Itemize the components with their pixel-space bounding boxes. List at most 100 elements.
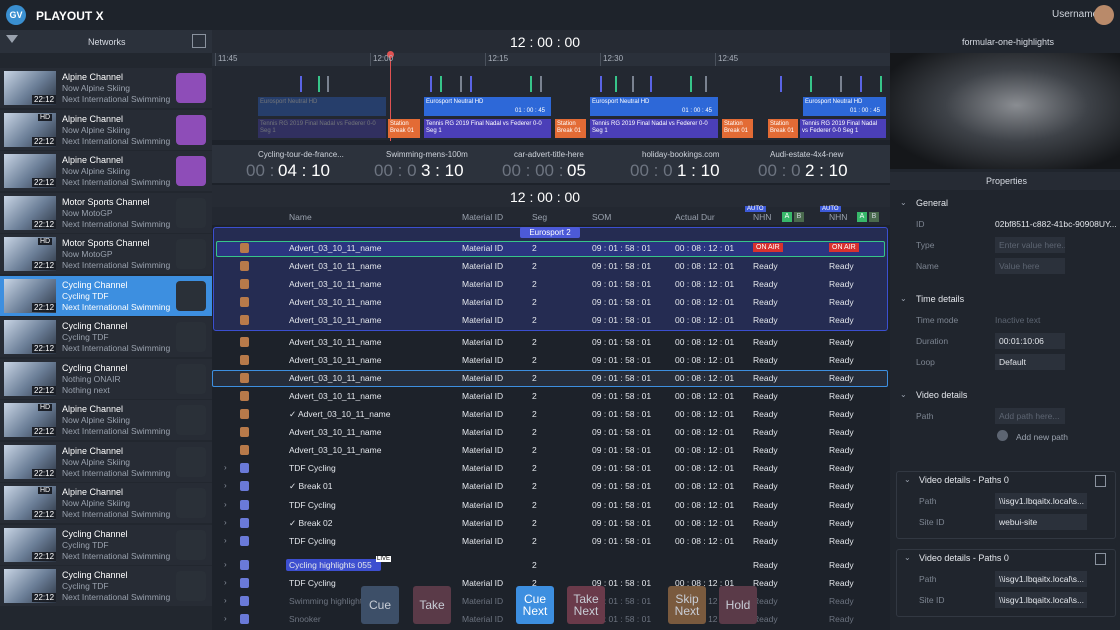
cell[interactable]: Ready <box>829 500 854 510</box>
cell[interactable]: Cycling highlights 055 <box>289 560 372 570</box>
cell[interactable]: 09 : 01 : 58 : 01 <box>592 614 652 624</box>
cell[interactable]: Ready <box>753 463 778 473</box>
cell[interactable]: 09 : 01 : 58 : 01 <box>592 596 652 606</box>
cell[interactable]: Ready <box>753 518 778 528</box>
cell[interactable]: 2 <box>532 578 537 588</box>
cell[interactable]: 2 <box>532 445 537 455</box>
cell[interactable]: 00 : 08 : 12 : 01 <box>675 261 735 271</box>
collapse-button[interactable] <box>192 34 206 48</box>
cell[interactable]: 09 : 01 : 58 : 01 <box>592 315 652 325</box>
cell[interactable]: Ready <box>829 481 854 491</box>
cell[interactable]: 09 : 01 : 58 : 01 <box>592 391 652 401</box>
field-value[interactable]: Enter value here... <box>995 237 1065 253</box>
cell[interactable]: 2 <box>532 297 537 307</box>
timeline-block[interactable]: Tennis RG 2019 Final Nadal vs Federer 0-… <box>800 119 886 138</box>
field-value[interactable]: Add path here... <box>995 408 1065 424</box>
cell[interactable]: Ready <box>753 373 778 383</box>
cell[interactable]: 2 <box>532 536 537 546</box>
control-button[interactable]: Hold <box>719 586 757 624</box>
field-value[interactable]: \\isgv1.lbqaitx.local\s... <box>995 571 1087 587</box>
cell[interactable]: Material ID <box>462 614 504 624</box>
cell[interactable]: Ready <box>753 536 778 546</box>
cell[interactable]: Advert_03_10_11_name <box>289 445 382 455</box>
cell[interactable]: 00 : 08 : 12 : 01 <box>675 373 735 383</box>
cell[interactable]: Advert_03_10_11_name <box>289 373 382 383</box>
cell[interactable]: Material ID <box>462 279 504 289</box>
control-button[interactable]: Cue Next <box>516 586 554 624</box>
timeline-block[interactable]: Station Break 01 <box>722 119 753 138</box>
cell[interactable]: 09 : 01 : 58 : 01 <box>592 337 652 347</box>
cell[interactable]: Ready <box>829 536 854 546</box>
cell[interactable]: Ready <box>753 481 778 491</box>
cell[interactable]: 2 <box>532 500 537 510</box>
field-value[interactable]: \\isgv1.lbqaitx.local\s... <box>995 592 1087 608</box>
cell[interactable]: Ready <box>829 355 854 365</box>
cell[interactable]: 09 : 01 : 58 : 01 <box>592 243 652 253</box>
cell[interactable]: Advert_03_10_11_name <box>289 261 382 271</box>
filter-icon[interactable] <box>6 35 18 43</box>
cell[interactable]: 2 <box>532 337 537 347</box>
cell[interactable]: Ready <box>753 355 778 365</box>
cell[interactable]: 2 <box>532 463 537 473</box>
cell[interactable]: Ready <box>753 445 778 455</box>
cell[interactable]: ✓ Advert_03_10_11_name <box>289 409 391 419</box>
cell[interactable]: 09 : 01 : 58 : 01 <box>592 409 652 419</box>
cell[interactable]: Ready <box>753 596 778 606</box>
field-value[interactable]: 00:01:10:06 <box>995 333 1065 349</box>
cell[interactable]: Ready <box>829 560 854 570</box>
cell[interactable]: Ready <box>753 337 778 347</box>
cell[interactable]: 2 <box>532 560 537 570</box>
cell[interactable]: 2 <box>532 243 537 253</box>
cell[interactable]: 00 : 08 : 12 : 01 <box>675 427 735 437</box>
cell[interactable]: Ready <box>753 500 778 510</box>
cell[interactable]: Material ID <box>462 355 504 365</box>
cell[interactable]: ON AIR <box>753 243 783 252</box>
cell[interactable]: Material ID <box>462 500 504 510</box>
cell[interactable]: 00 : 08 : 12 : 01 <box>675 481 735 491</box>
timeline-block[interactable]: Station Break 01 <box>768 119 798 138</box>
timeline-block[interactable]: Tennis RG 2019 Final Nadal vs Federer 0-… <box>258 119 386 138</box>
cell[interactable]: Material ID <box>462 315 504 325</box>
cell[interactable]: Material ID <box>462 337 504 347</box>
cell[interactable]: 09 : 01 : 58 : 01 <box>592 536 652 546</box>
cell[interactable]: TDF Cycling <box>289 500 336 510</box>
cell[interactable]: 09 : 01 : 58 : 01 <box>592 518 652 528</box>
username[interactable]: Username <box>1052 9 1099 20</box>
cell[interactable]: 09 : 01 : 58 : 01 <box>592 578 652 588</box>
cell[interactable]: Swimming highlights <box>289 596 367 606</box>
cell[interactable]: Ready <box>829 373 854 383</box>
cell[interactable]: Ready <box>753 297 778 307</box>
selected-row[interactable] <box>212 370 888 387</box>
cell[interactable]: Material ID <box>462 445 504 455</box>
timeline-block[interactable]: Eurosport Neutral HD <box>803 97 886 116</box>
cell[interactable]: 00 : 08 : 12 : 01 <box>675 409 735 419</box>
cell[interactable]: Ready <box>829 409 854 419</box>
cell[interactable]: 00 : 08 : 12 : 01 <box>675 297 735 307</box>
cell[interactable]: 09 : 01 : 58 : 01 <box>592 463 652 473</box>
cell[interactable]: ON AIR <box>829 243 859 252</box>
cell[interactable]: Advert_03_10_11_name <box>289 391 382 401</box>
cell[interactable]: 00 : 08 : 12 : 01 <box>675 518 735 528</box>
cell[interactable]: Material ID <box>462 481 504 491</box>
cell[interactable]: Advert_03_10_11_name <box>289 279 382 289</box>
cell[interactable]: 09 : 01 : 58 : 01 <box>592 445 652 455</box>
cell[interactable]: Material ID <box>462 409 504 419</box>
cell[interactable]: Advert_03_10_11_name <box>289 337 382 347</box>
cell[interactable]: Ready <box>829 427 854 437</box>
cell[interactable]: 2 <box>532 373 537 383</box>
cell[interactable]: Material ID <box>462 373 504 383</box>
a-badge[interactable]: A <box>782 212 792 222</box>
cell[interactable]: 2 <box>532 355 537 365</box>
cell[interactable]: Material ID <box>462 536 504 546</box>
cell[interactable]: Ready <box>829 337 854 347</box>
cell[interactable]: 00 : 08 : 12 : 01 <box>675 500 735 510</box>
cell[interactable]: Material ID <box>462 596 504 606</box>
cell[interactable]: Ready <box>829 315 854 325</box>
cell[interactable]: ✓ Break 02 <box>289 518 333 528</box>
a-badge[interactable]: A <box>857 212 867 222</box>
add-icon[interactable] <box>997 430 1008 441</box>
cell[interactable]: 00 : 08 : 12 : 01 <box>675 279 735 289</box>
cell[interactable]: 00 : 08 : 12 : 01 <box>675 337 735 347</box>
cell[interactable]: 09 : 01 : 58 : 01 <box>592 481 652 491</box>
cell[interactable]: Material ID <box>462 243 504 253</box>
